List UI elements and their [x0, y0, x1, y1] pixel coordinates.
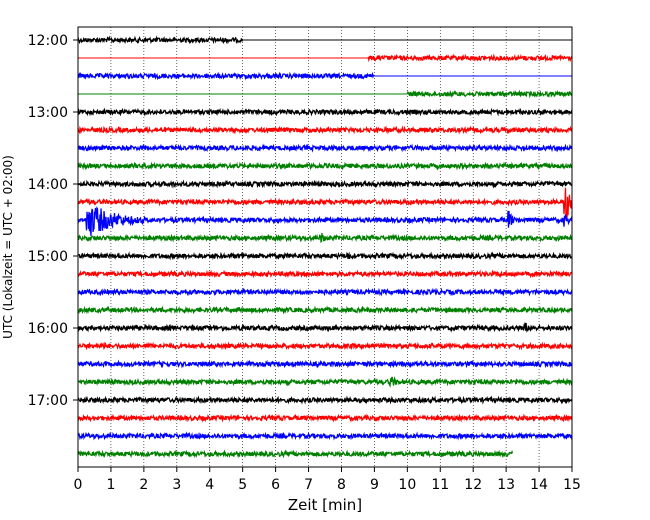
trace-1630: [77, 359, 573, 369]
x-tick-label: 10: [398, 477, 416, 493]
trace-1330: [77, 143, 573, 153]
x-tick-label: 0: [74, 477, 83, 493]
y-tick-label: 12:00: [28, 33, 68, 49]
x-tick-label: 1: [106, 477, 115, 493]
trace-1345: [77, 161, 573, 171]
trace-1200: [77, 35, 244, 45]
x-axis-ticks: 0 1 2 3 4 5 6 7 8 9 10 11 12 13 14 15: [74, 467, 581, 493]
trace-1545: [77, 305, 573, 315]
trace-1230: [77, 71, 375, 81]
y-tick-label: 13:00: [28, 105, 68, 121]
trace-1600: [77, 322, 573, 333]
vertical-grid-lines: [110, 27, 540, 467]
trace-1300: [77, 107, 573, 117]
trace-1515: [77, 269, 573, 279]
y-tick-label: 16:00: [28, 321, 68, 337]
x-tick-label: 13: [497, 477, 515, 493]
x-tick-label: 7: [304, 477, 313, 493]
y-axis-ticks: 12:00 13:00 14:00 15:00 16:00 17:00: [28, 33, 78, 409]
trace-1730: [77, 431, 573, 441]
x-tick-label: 14: [530, 477, 548, 493]
trace-1415: [77, 187, 573, 221]
trace-1745: [77, 449, 514, 459]
trace-1715: [77, 413, 573, 423]
trace-1315: [77, 125, 573, 135]
x-tick-label: 5: [238, 477, 247, 493]
trace-1700: [77, 395, 573, 405]
x-tick-label: 15: [563, 477, 581, 493]
trace-1645: [77, 376, 573, 388]
x-tick-label: 11: [431, 477, 449, 493]
trace-1245: [406, 89, 573, 99]
x-tick-label: 3: [172, 477, 181, 493]
trace-1445: [77, 232, 573, 244]
x-tick-label: 9: [370, 477, 379, 493]
trace-1400: [77, 179, 573, 189]
x-axis-label: Zeit [min]: [288, 496, 362, 514]
trace-lines: [77, 35, 573, 459]
y-tick-label: 14:00: [28, 177, 68, 193]
x-tick-label: 2: [139, 477, 148, 493]
x-tick-label: 6: [271, 477, 280, 493]
y-axis-label: UTC (Lokalzeit = UTC + 02:00): [1, 155, 15, 339]
trace-1530: [77, 287, 573, 297]
x-tick-label: 8: [337, 477, 346, 493]
trace-1215: [367, 53, 573, 63]
trace-1500: [77, 251, 573, 261]
y-tick-label: 15:00: [28, 249, 68, 265]
plot-frame: [77, 26, 573, 468]
x-tick-label: 4: [205, 477, 214, 493]
trace-1615: [77, 341, 573, 351]
trace-1430: [77, 206, 573, 236]
y-tick-label: 17:00: [28, 393, 68, 409]
x-tick-label: 12: [464, 477, 482, 493]
